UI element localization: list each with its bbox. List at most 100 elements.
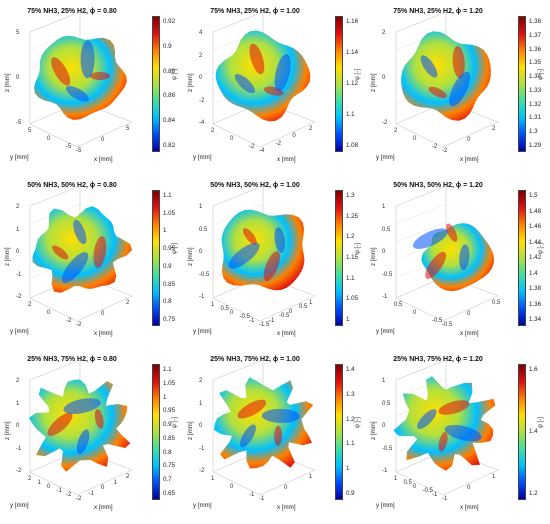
x-tick-label: -1 <box>88 490 94 497</box>
colorbar <box>335 364 343 500</box>
y-axis-label: y [mm] <box>193 502 212 509</box>
x-tick-label: 0 <box>467 485 471 491</box>
surface-patch <box>417 409 437 430</box>
z-axis-label: z [mm] <box>187 421 194 440</box>
x-tick-label: -2 <box>76 496 82 502</box>
colorbar-label: φ [-] <box>172 69 178 80</box>
colorbar-tick-label: 1.6 <box>529 366 538 373</box>
grid-line <box>395 221 447 243</box>
z-tick-label: -2 <box>199 468 205 474</box>
axis-line <box>395 185 447 207</box>
surface-patch <box>438 400 470 415</box>
y-tick-label: -0.5 <box>422 488 433 494</box>
y-tick-label: -0.5 <box>432 318 443 324</box>
surface-patch <box>425 251 447 279</box>
z-tick-label: 2 <box>16 204 20 210</box>
x-tick-label: -4 <box>259 148 265 154</box>
colorbar-tick-label: 0.9 <box>163 421 172 429</box>
surface-patch <box>242 228 257 245</box>
surface-patch <box>76 429 90 455</box>
axis-line <box>395 359 447 381</box>
surface-patch <box>459 244 470 271</box>
flame-surface <box>28 379 131 472</box>
axis-line <box>259 121 316 148</box>
x-tick-label: -0.5 <box>279 313 290 320</box>
x-tick-label: -2 <box>442 148 448 154</box>
z-tick-label: -1 <box>16 271 22 278</box>
z-tick-label: 0 <box>199 75 203 81</box>
colorbar-tick-label: 1.1 <box>163 192 172 199</box>
z-tick-label: 0.5 <box>382 226 391 233</box>
surface-patch <box>93 236 107 268</box>
colorbar-tick-label: 0.7 <box>163 476 172 484</box>
colorbar-tick-label: 1.05 <box>163 209 176 217</box>
colorbar <box>335 16 343 152</box>
z-tick-label: -1 <box>199 294 205 300</box>
flame-surface <box>32 206 133 293</box>
z-axis-label: z [mm] <box>187 247 194 266</box>
axis-line <box>76 121 133 148</box>
colorbar-tick-label: 1.2 <box>346 233 355 241</box>
axis-line <box>76 469 133 496</box>
subplot-panel: 75% NH3, 25% H2, ϕ = 1.20 2 0 -2 z [mm] 2 0 -2 y… <box>368 2 550 176</box>
colorbar-tick-label: 0.85 <box>163 280 176 288</box>
y-tick-label: 0 <box>230 136 234 142</box>
z-tick-label: -0.5 <box>382 271 393 278</box>
colorbar-label: φ [-] <box>355 243 361 254</box>
y-tick-label: -0.5 <box>239 314 250 320</box>
colorbar <box>518 190 526 326</box>
colorbar-tick-label: 0.65 <box>163 490 176 497</box>
z-tick-label: -0.5 <box>199 271 210 278</box>
colorbar-tick-label: 1.3 <box>346 390 355 398</box>
y-tick-label: 0 <box>413 310 417 316</box>
x-axis-label: x [mm] <box>460 156 479 163</box>
colorbar-tick-label: 1.08 <box>346 142 359 149</box>
subplot-panel: 25% NH3, 75% H2, ϕ = 1.20 1 0.5 0 -0.5 -1 z [m… <box>368 350 550 524</box>
y-tick-label: -2 <box>66 492 72 498</box>
surface-patch <box>65 85 89 102</box>
subplot-panel: 50% NH3, 50% H2, ϕ = 1.20 1 0.5 0 -0.5 -1 z [m… <box>368 176 550 350</box>
surface-patch <box>52 245 69 260</box>
colorbar-label: φ [-] <box>538 243 544 254</box>
surface-patch <box>438 432 448 452</box>
flame-surface <box>215 30 311 122</box>
colorbar-label: φ [-] <box>538 417 544 428</box>
z-tick-label: -1 <box>382 294 388 300</box>
x-tick-label: 2 <box>309 126 313 132</box>
y-tick-label: 0 <box>47 136 51 142</box>
z-tick-label: 1 <box>16 400 20 407</box>
z-axis-label: z [mm] <box>370 247 377 266</box>
surface-plot <box>29 185 133 322</box>
y-tick-label: -2 <box>66 318 72 324</box>
z-axis-label: z [mm] <box>4 247 11 266</box>
x-tick-label: 0 <box>284 485 288 491</box>
colorbar <box>152 190 160 326</box>
colorbar-tick-label: 1.1 <box>346 111 355 118</box>
colorbar-tick-label: 1.1 <box>346 440 355 448</box>
colorbar-tick-label: 1.05 <box>163 379 176 387</box>
subplot-panel: 75% NH3, 25% H2, ϕ = 1.00 4 2 0 -2 -4 z [mm] 2 0… <box>185 2 368 176</box>
y-tick-label: 2 <box>211 128 215 134</box>
colorbar-tick-label: 1.35 <box>529 59 542 67</box>
z-axis-label: z [mm] <box>4 421 11 440</box>
surface-patch <box>249 43 265 75</box>
colorbar-tick-label: 1.1 <box>163 366 172 373</box>
colorbar-tick-label: 0.92 <box>163 18 176 25</box>
surface-plot <box>395 185 499 322</box>
surface-patch <box>412 228 448 249</box>
surface-patch <box>240 424 256 448</box>
z-tick-label: -2 <box>382 120 388 126</box>
colorbar-tick-label: 1 <box>346 465 350 473</box>
y-tick-label: -1 <box>56 488 62 494</box>
surface-patch <box>446 223 458 242</box>
colorbar-tick-label: 1.42 <box>529 254 542 261</box>
colorbar-tick-label: 1.3 <box>346 192 355 199</box>
x-tick-label: -5 <box>76 148 82 154</box>
surface-patch <box>237 399 267 419</box>
x-tick-label: 0 <box>101 485 105 491</box>
colorbar-tick-label: 1 <box>163 227 167 235</box>
y-tick-label: 0 <box>47 310 51 316</box>
z-tick-label: 0 <box>16 249 20 255</box>
z-tick-label: -2 <box>16 468 22 474</box>
surface-patch <box>94 409 104 429</box>
